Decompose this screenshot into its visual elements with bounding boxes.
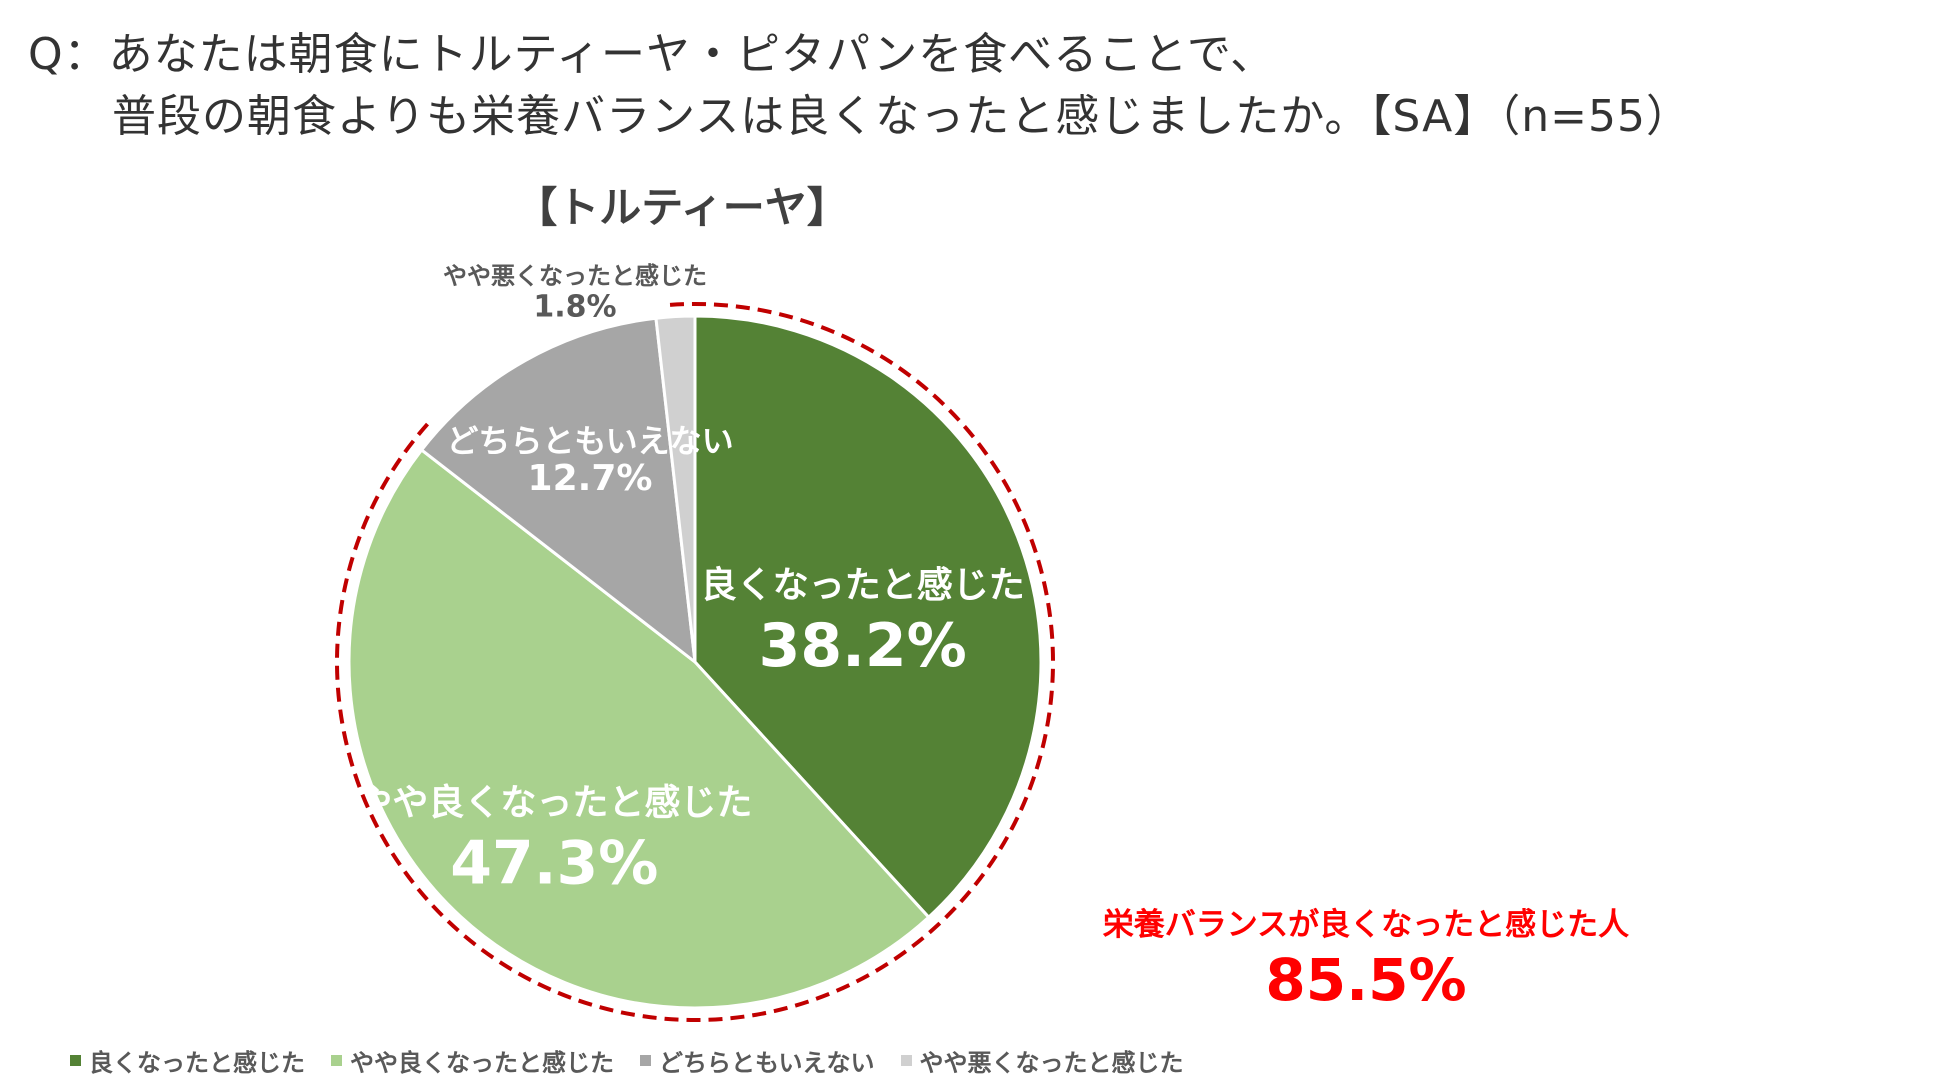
question-line-2: 普段の朝食よりも栄養バランスは良くなったと感じましたか。【SA】（n=55） <box>112 91 1691 142</box>
pie-slice-0 <box>693 314 1043 920</box>
pie-slice-3 <box>654 314 697 663</box>
legend-label-2: どちらともいえない <box>659 1049 875 1077</box>
legend-swatch-3 <box>900 1055 912 1066</box>
slice-value-0: 38.2% <box>759 611 967 681</box>
slice-label-3: やや悪くなったと感じた <box>443 262 707 290</box>
callout-value: 85.5% <box>1265 946 1466 1014</box>
slice-value-3: 1.8% <box>533 290 616 325</box>
question-line-1: Q：あなたは朝食にトルティーヤ・ピタパンを食べることで、 <box>28 29 1276 80</box>
slice-label-0: 良くなったと感じた <box>701 565 1025 606</box>
slice-label-1: やや良くなったと感じた <box>356 783 752 824</box>
legend-label-3: やや悪くなったと感じた <box>919 1049 1184 1077</box>
legend-item-1: やや良くなったと感じた <box>331 1043 614 1078</box>
legend-swatch-1 <box>331 1055 342 1066</box>
pie-slice-2 <box>419 316 697 666</box>
callout-label: 栄養バランスが良くなったと感じた人 <box>1103 907 1629 943</box>
callout-dashed-ring <box>335 302 1055 1022</box>
pie-slice-1 <box>347 447 931 1010</box>
legend-swatch-0 <box>70 1055 81 1066</box>
slice-label-2: どちらともいえない <box>446 422 733 460</box>
chart-legend: 良くなったと感じた やや良くなったと感じた どちらともいえない やや悪くなったと感じた <box>70 1043 1184 1078</box>
legend-item-0: 良くなったと感じた <box>70 1043 305 1078</box>
chart-title: 【トルティーヤ】 <box>515 183 848 232</box>
slice-value-2: 12.7% <box>528 458 653 499</box>
legend-item-3: やや悪くなったと感じた <box>900 1043 1184 1078</box>
legend-item-2: どちらともいえない <box>640 1043 875 1078</box>
legend-swatch-2 <box>640 1055 651 1066</box>
slice-value-1: 47.3% <box>450 829 658 899</box>
legend-label-1: やや良くなったと感じた <box>350 1049 614 1077</box>
legend-label-0: 良くなったと感じた <box>89 1049 305 1077</box>
